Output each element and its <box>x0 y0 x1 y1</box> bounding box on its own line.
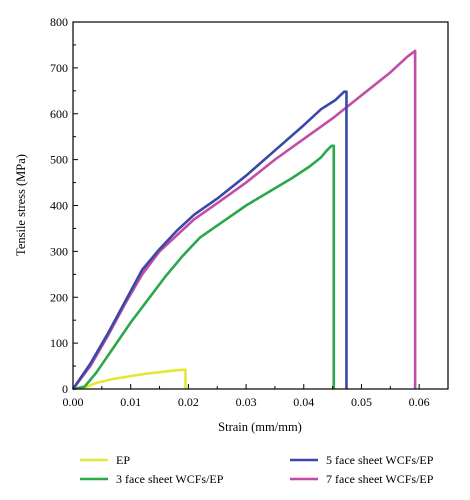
x-axis: 0.00 0.01 0.02 0.03 0.04 0.05 0.06 <box>63 384 430 409</box>
x-tick-label: 0.01 <box>120 395 141 409</box>
legend: EP 5 face sheet WCFs/EP 3 face sheet WCFs/… <box>80 453 434 486</box>
plot-area <box>71 21 449 391</box>
y-tick-label: 700 <box>50 61 68 75</box>
legend-label: 5 face sheet WCFs/EP <box>326 453 434 467</box>
x-tick-label: 0.00 <box>63 395 84 409</box>
x-axis-title: Strain (mm/mm) <box>218 420 302 434</box>
x-tick-label: 0.02 <box>178 395 199 409</box>
y-tick-label: 400 <box>50 199 68 213</box>
legend-label: 7 face sheet WCFs/EP <box>326 472 434 486</box>
series-line-0 <box>72 368 187 391</box>
y-tick-label: 100 <box>50 336 68 350</box>
legend-label: 3 face sheet WCFs/EP <box>116 472 224 486</box>
y-tick-label: 200 <box>50 290 68 304</box>
x-tick-label: 0.03 <box>236 395 257 409</box>
series-line-3 <box>71 49 417 390</box>
legend-label: EP <box>116 453 130 467</box>
x-tick-label: 0.04 <box>293 395 314 409</box>
plot-frame <box>72 21 449 390</box>
y-axis-title: Tensile stress (MPa) <box>14 154 28 256</box>
x-tick-label: 0.05 <box>351 395 372 409</box>
y-tick-label: 0 <box>62 382 68 396</box>
y-tick-label: 300 <box>50 244 68 258</box>
y-tick-label: 800 <box>50 15 68 29</box>
y-axis: 0 100 200 300 400 500 600 700 800 <box>50 15 78 396</box>
x-tick-label: 0.06 <box>409 395 430 409</box>
y-tick-label: 600 <box>50 107 68 121</box>
series-line-2 <box>72 144 336 391</box>
series-line-1 <box>71 90 348 390</box>
series-layer <box>71 49 417 391</box>
y-tick-label: 500 <box>50 153 68 167</box>
